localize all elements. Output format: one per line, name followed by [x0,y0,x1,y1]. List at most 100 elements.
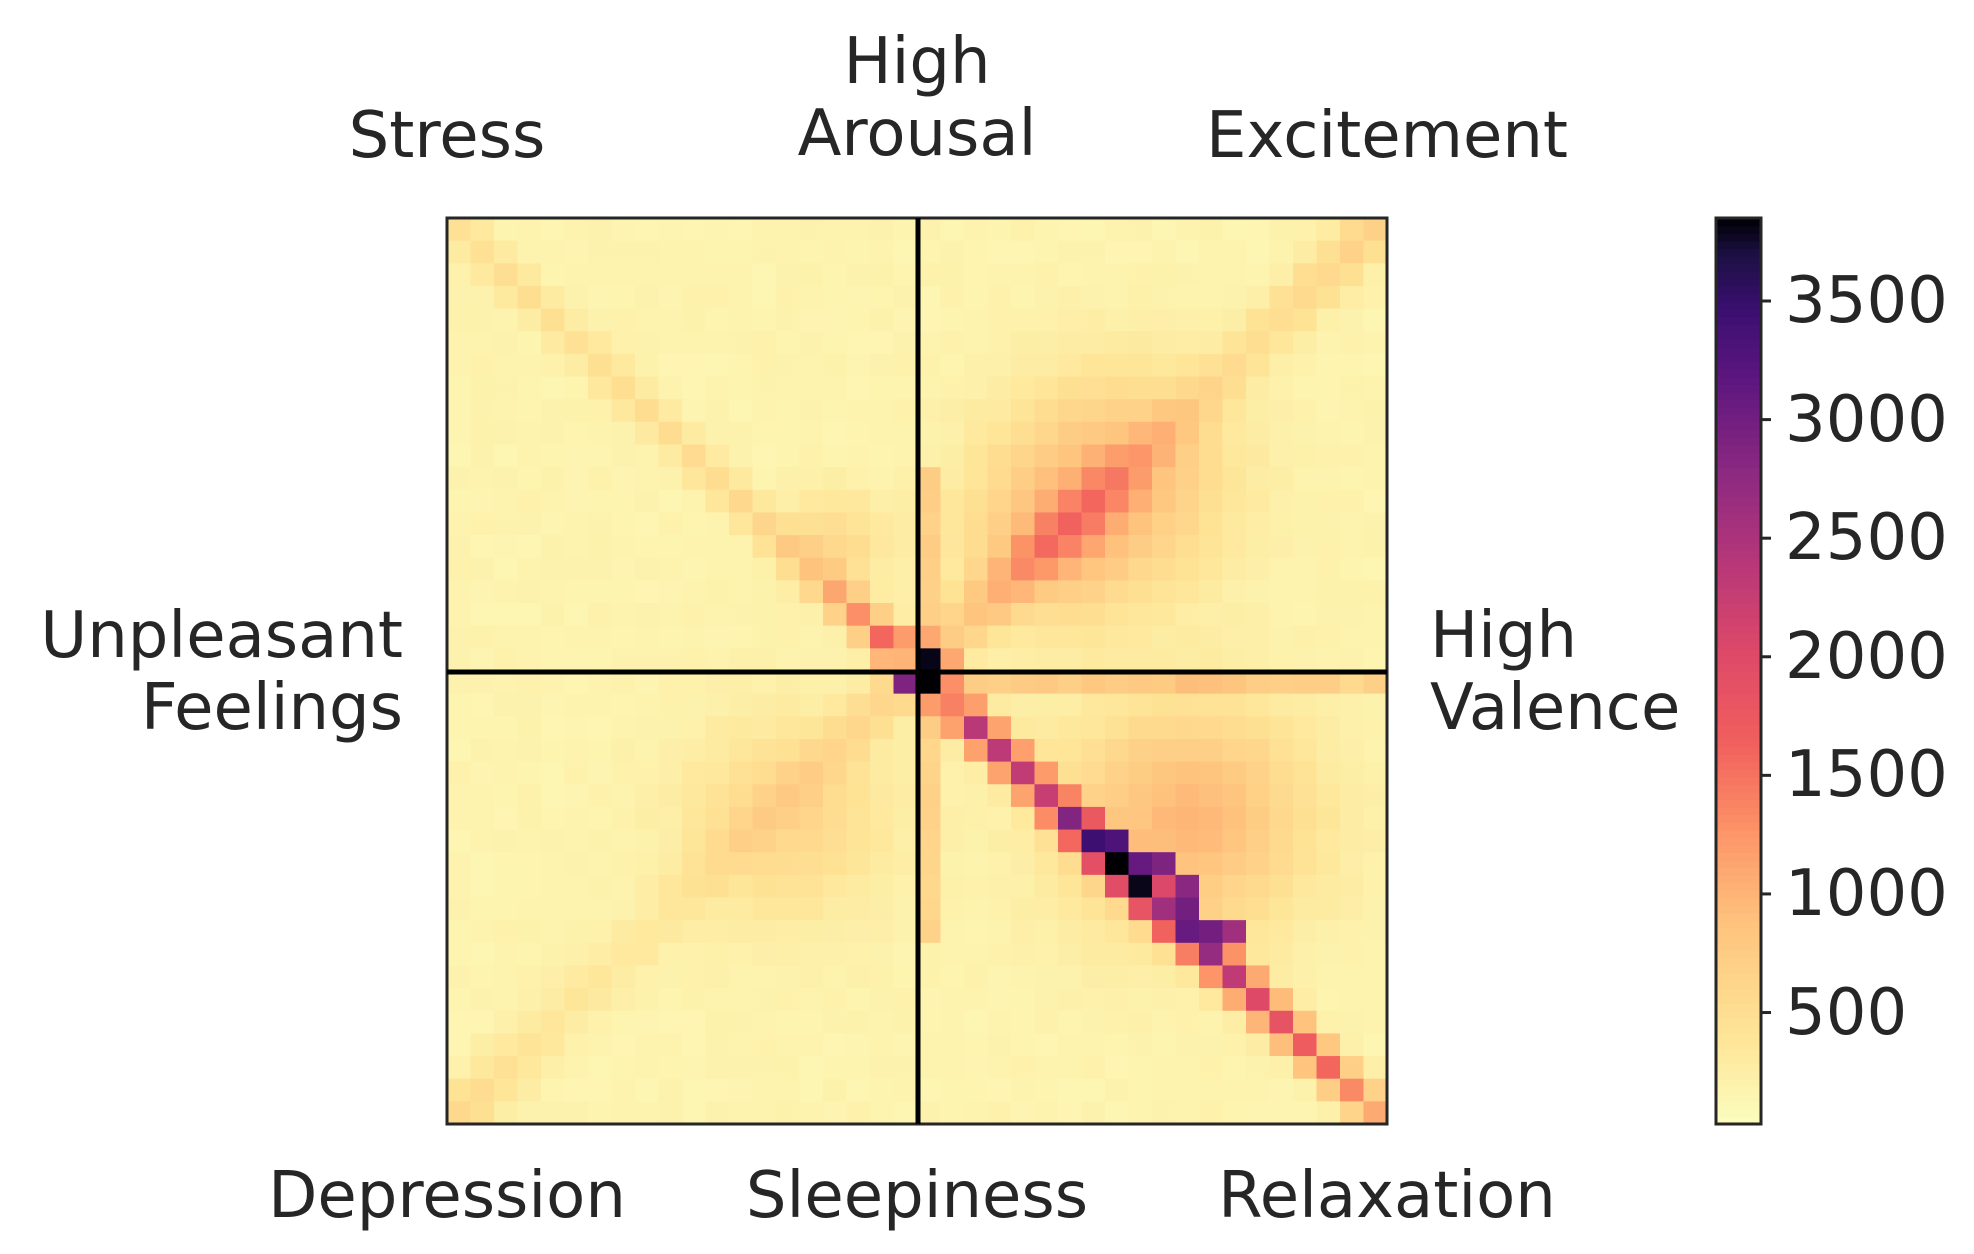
heatmap-cell [1175,467,1200,491]
heatmap-cell [846,489,871,514]
heatmap-cell [588,240,613,264]
heatmap-cell [1199,444,1224,468]
heatmap-cell [893,874,918,899]
label-sleepiness: Sleepiness [745,1159,1089,1233]
heatmap-cell [752,240,777,264]
heatmap-cell [1128,671,1153,695]
heatmap-cell [1363,852,1388,876]
heatmap-cell [870,852,895,876]
heatmap-cell [447,648,472,672]
colorbar-segment [1716,708,1761,718]
heatmap-cell [1034,988,1059,1012]
heatmap-cell [1175,625,1200,649]
label-high-arousal-line1: High [843,25,991,99]
heatmap-cell [1246,308,1271,332]
heatmap-cell [893,1010,918,1034]
heatmap-cell [705,580,730,604]
heatmap-cell [1222,920,1247,944]
heatmap-cell [1316,1078,1341,1102]
heatmap-cell [494,603,519,627]
heatmap-cell [987,784,1012,808]
heatmap-cell [611,761,636,785]
heatmap-cell [1340,625,1365,649]
heatmap-cell [705,1056,730,1080]
heatmap-cell [752,1078,777,1102]
heatmap-cell [1363,965,1388,989]
heatmap-cell [564,988,589,1012]
heatmap-cell [517,988,542,1012]
heatmap-cell [1363,761,1388,785]
heatmap-cell [893,738,918,763]
heatmap-cell [658,1101,683,1125]
heatmap-cell [588,965,613,989]
heatmap-cell [1269,489,1294,514]
heatmap-cell [917,421,942,446]
heatmap-cell [447,761,472,785]
heatmap-cell [729,285,754,310]
heatmap-cell [588,920,613,944]
heatmap-cell [846,535,871,559]
heatmap-cell [799,1033,824,1057]
heatmap-cell [1175,738,1200,763]
heatmap-cell [1058,784,1083,808]
heatmap-cell [1293,1033,1318,1057]
heatmap-cell [1128,218,1153,242]
colorbar-segment [1716,935,1761,944]
colorbar-segment [1716,618,1761,627]
heatmap-cell [893,1033,918,1057]
heatmap-cell [776,988,801,1012]
heatmap-cell [940,331,965,355]
heatmap-cell [541,852,566,876]
heatmap-cell [588,897,613,921]
heatmap-cell [917,1033,942,1057]
heatmap-cell [705,535,730,559]
heatmap-cell [1269,1078,1294,1102]
heatmap-cell [1105,625,1130,649]
heatmap-cell [1081,1101,1106,1125]
heatmap-cell [470,512,495,536]
heatmap-cell [541,444,566,468]
heatmap-cell [1081,693,1106,717]
heatmap-cell [658,988,683,1012]
heatmap-cell [799,1010,824,1034]
heatmap-cell [1011,784,1036,808]
heatmap-cell [752,535,777,559]
heatmap-cell [1175,308,1200,332]
heatmap-cell [1011,308,1036,332]
heatmap-cell [940,421,965,446]
heatmap-cell [541,716,566,740]
heatmap-cell [799,308,824,332]
colorbar-segment [1716,889,1761,899]
heatmap-cell [611,1056,636,1080]
heatmap-cell [635,897,660,921]
heatmap-cell [893,716,918,740]
heatmap-cell [1222,308,1247,332]
heatmap-cell [846,874,871,899]
heatmap-cell [1199,1056,1224,1080]
heatmap-cell [564,671,589,695]
heatmap-cell [1105,603,1130,627]
heatmap-cell [799,240,824,264]
heatmap-cell [1222,1033,1247,1057]
heatmap-cell [870,1010,895,1034]
heatmap-cell [1316,240,1341,264]
colorbar-segment [1716,784,1761,793]
heatmap-cell [1199,942,1224,967]
heatmap-cell [729,671,754,695]
heatmap-cell [1269,399,1294,423]
heatmap-cell [846,965,871,989]
heatmap-cell [1081,489,1106,514]
heatmap-cell [517,942,542,967]
heatmap-cell [1105,263,1130,287]
heatmap-cell [752,489,777,514]
heatmap-cell [564,852,589,876]
heatmap-cell [1152,285,1177,310]
heatmap-cell [964,353,989,378]
heatmap-cell [1293,353,1318,378]
heatmap-cell [1105,1078,1130,1102]
heatmap-cell [1152,806,1177,831]
heatmap-cell [893,852,918,876]
heatmap-cell [1128,806,1153,831]
heatmap-cell [964,421,989,446]
colorbar-segment [1716,942,1761,952]
